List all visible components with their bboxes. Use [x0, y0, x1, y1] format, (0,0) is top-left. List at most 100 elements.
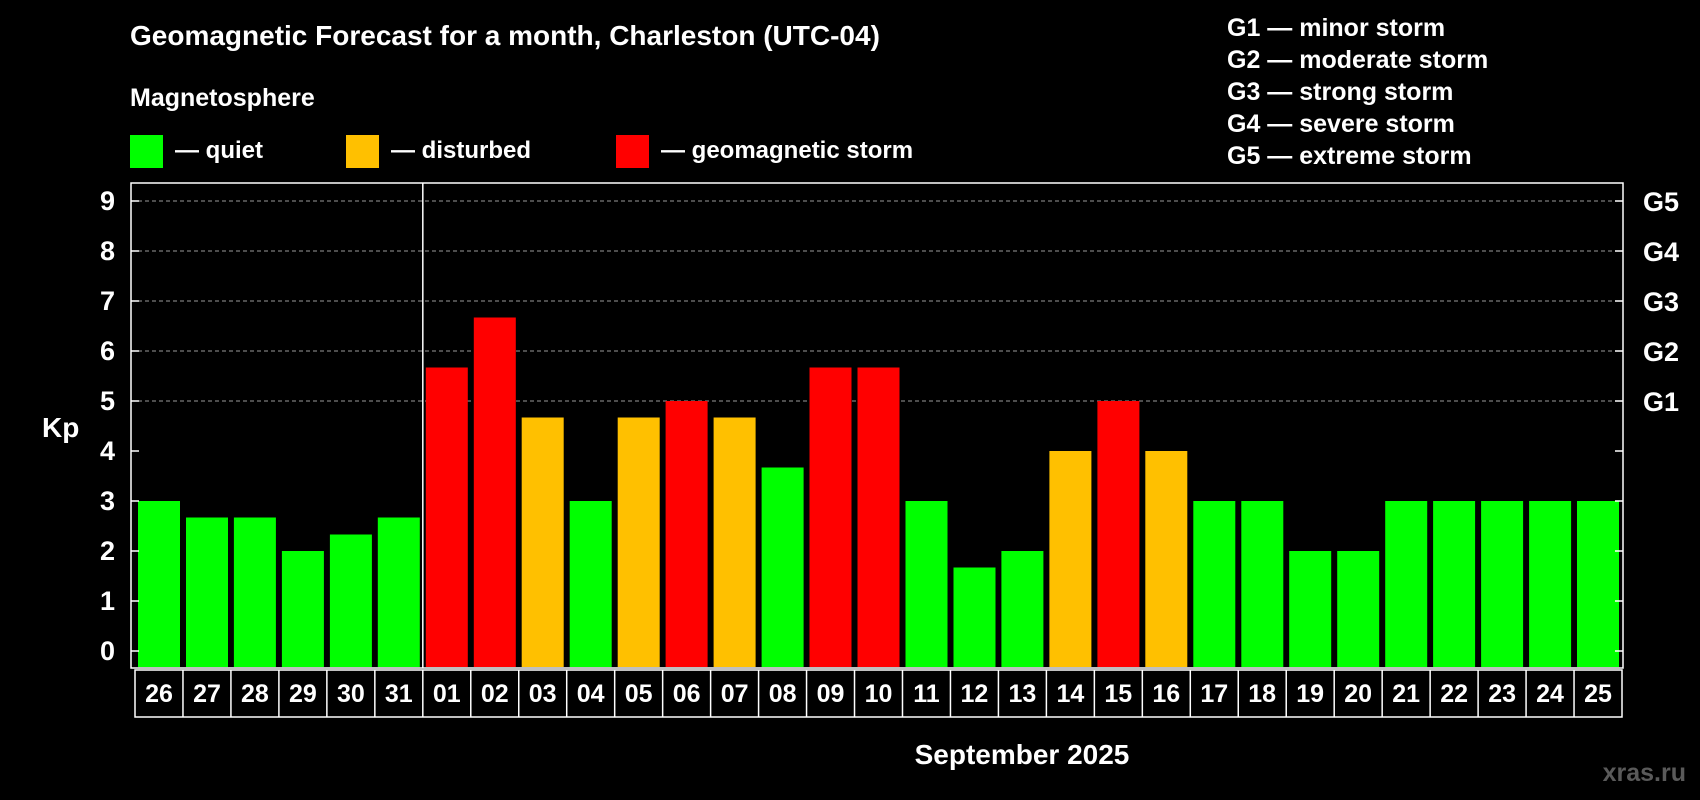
kp-bar: [1145, 451, 1188, 667]
y-tick-label: 5: [100, 386, 115, 416]
y-tick-label: 8: [100, 236, 115, 266]
legend-item-quiet: — quiet: [130, 134, 263, 168]
legend-label-quiet: — quiet: [175, 137, 263, 164]
legend-label-storm: — geomagnetic storm: [661, 137, 914, 164]
right-axis-label: G4: [1643, 237, 1679, 267]
x-tick-label: 20: [1344, 680, 1372, 708]
storm-scale-g5: G5 — extreme storm: [1227, 142, 1472, 170]
chart-title: Geomagnetic Forecast for a month, Charle…: [130, 20, 880, 51]
x-tick-label: 19: [1296, 680, 1324, 708]
kp-bar: [1433, 501, 1476, 667]
kp-bar: [1241, 501, 1284, 667]
legend-swatch-disturbed: [346, 134, 379, 168]
kp-bar: [1385, 501, 1428, 667]
legend-item-storm: — geomagnetic storm: [616, 134, 913, 168]
date-row-frame: [134, 669, 1623, 718]
y-tick-label: 0: [100, 636, 115, 666]
x-tick-label: 21: [1392, 680, 1420, 708]
x-tick-label: 10: [865, 680, 893, 708]
x-tick-label: 14: [1056, 680, 1084, 708]
x-tick-label: 03: [529, 680, 557, 708]
legend-swatch-quiet: [130, 134, 163, 168]
kp-bar: [1001, 551, 1044, 667]
kp-bar: [1097, 401, 1140, 667]
x-tick-label: 13: [1008, 680, 1036, 708]
x-tick-label: 18: [1248, 680, 1276, 708]
kp-bar: [186, 517, 228, 667]
y-tick-label: 2: [100, 536, 115, 566]
kp-bar: [857, 367, 900, 667]
x-tick-label: 27: [193, 680, 221, 708]
storm-scale-g3: G3 — strong storm: [1227, 78, 1454, 106]
legend-label-disturbed: — disturbed: [391, 137, 532, 164]
x-tick-label: 28: [241, 680, 269, 708]
legend-swatch-storm: [616, 134, 649, 168]
plot-frame: [130, 182, 1624, 669]
y-axis-label: Kp: [42, 412, 79, 443]
x-tick-label: 23: [1488, 680, 1516, 708]
x-tick-label: 12: [960, 680, 988, 708]
x-tick-label: 31: [385, 680, 413, 708]
y-tick-label: 3: [100, 486, 115, 516]
kp-bar: [425, 367, 468, 667]
kp-bar: [1049, 451, 1092, 667]
kp-bar: [1193, 501, 1236, 667]
x-tick-label: 15: [1104, 680, 1132, 708]
x-tick-label: 05: [625, 680, 653, 708]
x-tick-label: 16: [1152, 680, 1180, 708]
kp-bar: [809, 367, 852, 667]
x-tick-label: 17: [1200, 680, 1228, 708]
storm-scale-legend: G1 — minor storm G2 — moderate storm G3 …: [1227, 12, 1488, 172]
watermark: xras.ru: [1602, 759, 1686, 787]
storm-scale-g1: G1 — minor storm: [1227, 14, 1446, 42]
y-tick-label: 9: [100, 186, 115, 216]
x-tick-label: 11: [913, 680, 940, 708]
kp-bar: [329, 534, 372, 667]
kp-bar: [905, 501, 948, 667]
right-axis-label: G2: [1643, 337, 1679, 367]
x-tick-label: 09: [817, 680, 845, 708]
kp-bar: [138, 501, 180, 667]
x-tick-label: 02: [481, 680, 509, 708]
right-axis-label: G5: [1643, 187, 1679, 217]
kp-bar: [233, 517, 276, 667]
kp-bar: [1577, 501, 1619, 667]
x-tick-label: 07: [721, 680, 749, 708]
y-tick-label: 7: [100, 286, 115, 316]
kp-bar: [521, 417, 564, 667]
storm-scale-g2: G2 — moderate storm: [1227, 46, 1489, 74]
x-tick-label: 01: [433, 680, 461, 708]
x-tick-label: 08: [769, 680, 797, 708]
x-tick-label: 26: [145, 680, 173, 708]
right-axis-label: G1: [1643, 387, 1679, 417]
kp-bar: [1481, 501, 1524, 667]
kp-bar: [377, 517, 420, 667]
legend-item-disturbed: — disturbed: [346, 134, 531, 168]
kp-bar: [761, 467, 804, 667]
x-tick-label: 24: [1536, 680, 1564, 708]
kp-bar: [1289, 551, 1332, 667]
kp-bar: [617, 417, 660, 667]
kp-bar: [713, 417, 756, 667]
x-tick-label: 30: [337, 680, 365, 708]
x-tick-label: 25: [1584, 680, 1612, 708]
kp-bar: [953, 567, 996, 667]
kp-bar: [665, 401, 708, 667]
x-tick-label: 04: [577, 680, 605, 708]
x-tick-label: 22: [1440, 680, 1468, 708]
kp-bar: [1529, 501, 1572, 667]
kp-bar: [473, 317, 516, 667]
y-tick-label: 6: [100, 336, 115, 366]
right-axis-label: G3: [1643, 287, 1679, 317]
y-tick-label: 4: [100, 436, 115, 466]
storm-scale-g4: G4 — severe storm: [1227, 110, 1455, 138]
kp-bar: [569, 501, 612, 667]
x-tick-label: 29: [289, 680, 317, 708]
x-tick-label: 06: [673, 680, 701, 708]
legend-subtitle: Magnetosphere: [130, 84, 315, 112]
x-axis-label: September 2025: [915, 739, 1130, 770]
y-tick-label: 1: [100, 586, 115, 616]
kp-bar: [281, 551, 324, 667]
kp-bar: [1337, 551, 1380, 667]
